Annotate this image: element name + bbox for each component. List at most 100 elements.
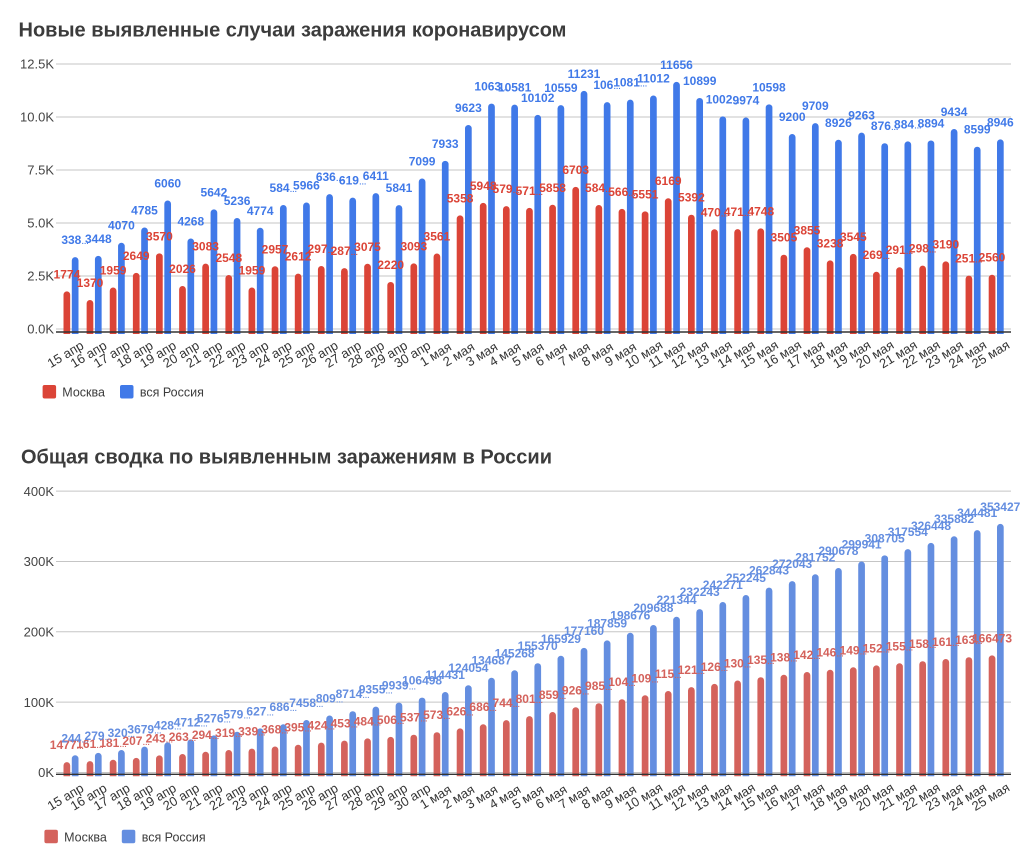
- svg-text:294…: 294…: [192, 728, 220, 742]
- svg-text:579…: 579…: [493, 182, 521, 196]
- svg-text:163…: 163…: [955, 633, 983, 647]
- svg-text:299941: 299941: [842, 538, 882, 552]
- svg-text:308705: 308705: [865, 531, 905, 545]
- svg-text:272043: 272043: [772, 557, 812, 571]
- svg-text:8599: 8599: [964, 123, 991, 137]
- svg-text:686…: 686…: [469, 700, 497, 714]
- svg-text:207…: 207…: [122, 734, 150, 748]
- svg-text:121…: 121…: [678, 663, 706, 677]
- svg-text:3075: 3075: [354, 240, 381, 254]
- svg-text:926…: 926…: [562, 683, 590, 697]
- svg-text:252245: 252245: [726, 571, 766, 585]
- svg-text:876…: 876…: [871, 119, 899, 133]
- svg-text:145268: 145268: [495, 646, 535, 660]
- svg-text:100K: 100K: [24, 695, 55, 710]
- svg-text:1370: 1370: [77, 276, 104, 290]
- svg-text:198676: 198676: [610, 609, 650, 623]
- svg-text:9263: 9263: [848, 109, 875, 123]
- svg-text:297…: 297…: [308, 242, 336, 256]
- svg-text:10.0K: 10.0K: [20, 110, 54, 125]
- svg-text:300K: 300K: [24, 554, 55, 569]
- svg-text:453…: 453…: [331, 717, 359, 731]
- svg-text:859…: 859…: [539, 688, 567, 702]
- svg-text:0K: 0K: [38, 765, 54, 780]
- svg-text:124054: 124054: [448, 661, 488, 675]
- svg-text:319…: 319…: [215, 726, 243, 740]
- svg-text:165929: 165929: [541, 632, 581, 646]
- svg-text:344481: 344481: [957, 506, 997, 520]
- svg-text:8946: 8946: [987, 115, 1014, 129]
- svg-text:2.5K: 2.5K: [27, 269, 54, 284]
- svg-text:Москва: Москва: [64, 830, 107, 844]
- svg-text:263…: 263…: [169, 730, 197, 744]
- svg-text:8714…: 8714…: [336, 687, 370, 701]
- svg-text:809…: 809…: [316, 692, 344, 706]
- svg-text:5551: 5551: [632, 187, 659, 201]
- svg-text:287…: 287…: [331, 244, 359, 258]
- svg-text:187859: 187859: [587, 616, 627, 630]
- svg-text:2548: 2548: [215, 251, 242, 265]
- svg-text:9434: 9434: [941, 105, 968, 119]
- svg-text:243…: 243…: [146, 731, 174, 745]
- svg-text:158…: 158…: [909, 637, 937, 651]
- svg-text:9623: 9623: [455, 101, 482, 115]
- svg-text:166473: 166473: [972, 631, 1012, 645]
- svg-text:9200: 9200: [779, 110, 806, 124]
- svg-text:506…: 506…: [377, 713, 405, 727]
- svg-text:8926: 8926: [825, 116, 852, 130]
- svg-text:4268: 4268: [177, 215, 204, 229]
- svg-text:4774: 4774: [247, 204, 274, 218]
- svg-text:1774: 1774: [54, 267, 81, 281]
- svg-text:1081…: 1081…: [613, 76, 647, 90]
- svg-text:8894: 8894: [918, 116, 945, 130]
- svg-text:5.0K: 5.0K: [27, 216, 54, 231]
- svg-text:338…: 338…: [61, 233, 89, 247]
- svg-text:9939…: 9939…: [382, 679, 416, 693]
- svg-text:484…: 484…: [354, 714, 382, 728]
- svg-text:1063…: 1063…: [474, 80, 508, 94]
- svg-text:161…: 161…: [76, 737, 104, 751]
- svg-text:10102: 10102: [521, 91, 555, 105]
- svg-text:4070: 4070: [108, 219, 135, 233]
- svg-text:5841: 5841: [386, 181, 413, 195]
- svg-text:3855: 3855: [794, 223, 821, 237]
- svg-text:626…: 626…: [446, 704, 474, 718]
- svg-text:152…: 152…: [863, 641, 891, 655]
- svg-text:269…: 269…: [863, 248, 891, 262]
- svg-text:1477…: 1477…: [50, 738, 84, 752]
- svg-text:326448: 326448: [911, 519, 951, 533]
- svg-text:7933: 7933: [432, 137, 459, 151]
- svg-text:584…: 584…: [585, 181, 613, 195]
- svg-text:115…: 115…: [655, 667, 682, 681]
- svg-text:5858: 5858: [539, 181, 566, 195]
- svg-text:3505: 3505: [771, 231, 798, 245]
- svg-text:368…: 368…: [261, 723, 289, 737]
- svg-text:3679…: 3679…: [127, 723, 161, 737]
- svg-text:106…: 106…: [593, 78, 621, 92]
- svg-text:3190: 3190: [932, 237, 959, 251]
- svg-text:2612: 2612: [285, 250, 312, 264]
- svg-text:584…: 584…: [270, 181, 298, 195]
- svg-text:1002…: 1002…: [706, 92, 740, 106]
- svg-text:Общая сводка по выявленным зар: Общая сводка по выявленным заражениям в …: [21, 447, 552, 469]
- svg-text:636…: 636…: [316, 170, 344, 184]
- svg-text:138…: 138…: [770, 651, 798, 665]
- svg-text:3561: 3561: [424, 230, 451, 244]
- svg-text:4785: 4785: [131, 204, 158, 218]
- svg-text:142…: 142…: [793, 648, 821, 662]
- svg-text:298…: 298…: [909, 242, 937, 256]
- svg-text:262843: 262843: [749, 564, 789, 578]
- svg-text:428…: 428…: [154, 718, 182, 732]
- svg-text:320…: 320…: [108, 726, 136, 740]
- svg-text:5966: 5966: [293, 179, 320, 193]
- svg-text:12.5K: 12.5K: [20, 57, 54, 72]
- svg-text:537…: 537…: [400, 711, 428, 725]
- svg-text:3238: 3238: [817, 236, 844, 250]
- svg-text:209688: 209688: [633, 601, 673, 615]
- svg-text:3545: 3545: [840, 230, 867, 244]
- svg-text:242271: 242271: [703, 578, 743, 592]
- svg-text:10598: 10598: [752, 80, 786, 94]
- svg-text:290678: 290678: [818, 544, 858, 558]
- svg-text:251…: 251…: [955, 252, 983, 266]
- svg-text:10559: 10559: [544, 81, 578, 95]
